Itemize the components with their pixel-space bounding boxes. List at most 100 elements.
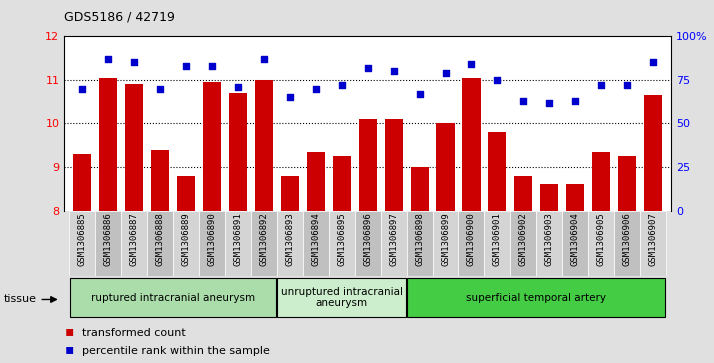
Text: GSM1306899: GSM1306899 (441, 212, 450, 266)
Point (414, 91, 426, 97)
Text: GSM1306889: GSM1306889 (181, 212, 191, 266)
Bar (540, 184, 558, 211)
Bar (358, 119, 377, 211)
Bar (121, 211, 147, 276)
Point (621, 82, 633, 88)
Text: ▪: ▪ (64, 323, 74, 338)
Bar (307, 152, 325, 211)
Bar (562, 211, 588, 276)
FancyBboxPatch shape (407, 278, 665, 317)
Text: GSM1306894: GSM1306894 (311, 212, 321, 266)
Point (129, 60, 140, 65)
Text: GSM1306895: GSM1306895 (337, 212, 346, 266)
Bar (436, 123, 455, 211)
Text: GDS5186 / 42719: GDS5186 / 42719 (64, 11, 175, 24)
Text: unruptured intracranial
aneurysm: unruptured intracranial aneurysm (281, 287, 403, 309)
Bar (151, 150, 169, 211)
Bar (99, 78, 117, 211)
Bar (277, 211, 303, 276)
Text: GSM1306892: GSM1306892 (259, 212, 268, 266)
Text: GSM1306906: GSM1306906 (623, 212, 632, 266)
Point (543, 99, 555, 105)
Text: GSM1306896: GSM1306896 (363, 212, 372, 266)
Bar (406, 211, 433, 276)
Point (336, 82, 348, 88)
Text: GSM1306885: GSM1306885 (78, 212, 87, 266)
Bar (225, 211, 251, 276)
Bar (458, 211, 484, 276)
Text: GSM1306903: GSM1306903 (545, 212, 554, 266)
Bar (488, 132, 506, 211)
FancyBboxPatch shape (70, 278, 276, 317)
Point (76, 86, 88, 91)
Bar (229, 93, 247, 211)
Point (310, 86, 321, 91)
Text: GSM1306900: GSM1306900 (467, 212, 476, 266)
Bar (640, 211, 666, 276)
Text: ▪: ▪ (64, 342, 74, 356)
Text: percentile rank within the sample: percentile rank within the sample (82, 346, 270, 356)
Bar (381, 211, 406, 276)
Point (518, 98, 529, 104)
Text: GSM1306898: GSM1306898 (415, 212, 424, 266)
Bar (177, 176, 195, 211)
Point (258, 56, 270, 62)
Bar (484, 211, 511, 276)
Point (648, 60, 659, 65)
Point (388, 68, 399, 74)
Point (570, 98, 581, 104)
Text: GSM1306887: GSM1306887 (130, 212, 139, 266)
Point (595, 82, 607, 88)
Point (362, 65, 373, 70)
Bar (281, 176, 299, 211)
Bar (199, 211, 225, 276)
Bar (329, 211, 355, 276)
Bar (592, 152, 610, 211)
Bar (514, 176, 533, 211)
Text: GSM1306886: GSM1306886 (104, 212, 113, 266)
Point (154, 86, 166, 91)
Bar (174, 211, 199, 276)
Bar (618, 156, 636, 211)
FancyBboxPatch shape (278, 278, 406, 317)
Bar (614, 211, 640, 276)
Point (103, 56, 114, 62)
Point (206, 63, 218, 69)
Text: GSM1306888: GSM1306888 (156, 212, 165, 266)
Bar (644, 95, 662, 211)
Text: GSM1306897: GSM1306897 (389, 212, 398, 266)
Point (284, 94, 296, 100)
Bar (125, 84, 144, 211)
Bar (147, 211, 174, 276)
Text: GSM1306890: GSM1306890 (208, 212, 216, 266)
Bar (333, 156, 351, 211)
Bar (588, 211, 614, 276)
Bar (511, 211, 536, 276)
Point (181, 63, 192, 69)
Bar (433, 211, 458, 276)
Text: GSM1306907: GSM1306907 (648, 212, 658, 266)
Point (466, 61, 477, 67)
Bar (303, 211, 329, 276)
Point (492, 77, 503, 83)
Bar (74, 154, 91, 211)
Bar (411, 167, 428, 211)
Text: superficial temporal artery: superficial temporal artery (466, 293, 606, 303)
Text: GSM1306902: GSM1306902 (519, 212, 528, 266)
Bar (251, 211, 277, 276)
Bar (385, 119, 403, 211)
Bar (536, 211, 562, 276)
Point (232, 84, 243, 90)
Text: GSM1306893: GSM1306893 (286, 212, 294, 266)
Bar (255, 80, 273, 211)
Point (440, 70, 451, 76)
Text: GSM1306901: GSM1306901 (493, 212, 502, 266)
Bar (463, 78, 481, 211)
Bar (566, 184, 584, 211)
Text: GSM1306891: GSM1306891 (233, 212, 243, 266)
Text: transformed count: transformed count (82, 327, 186, 338)
Text: tissue: tissue (4, 294, 36, 305)
Text: GSM1306904: GSM1306904 (570, 212, 580, 266)
Bar (96, 211, 121, 276)
Text: ruptured intracranial aneurysm: ruptured intracranial aneurysm (91, 293, 255, 303)
